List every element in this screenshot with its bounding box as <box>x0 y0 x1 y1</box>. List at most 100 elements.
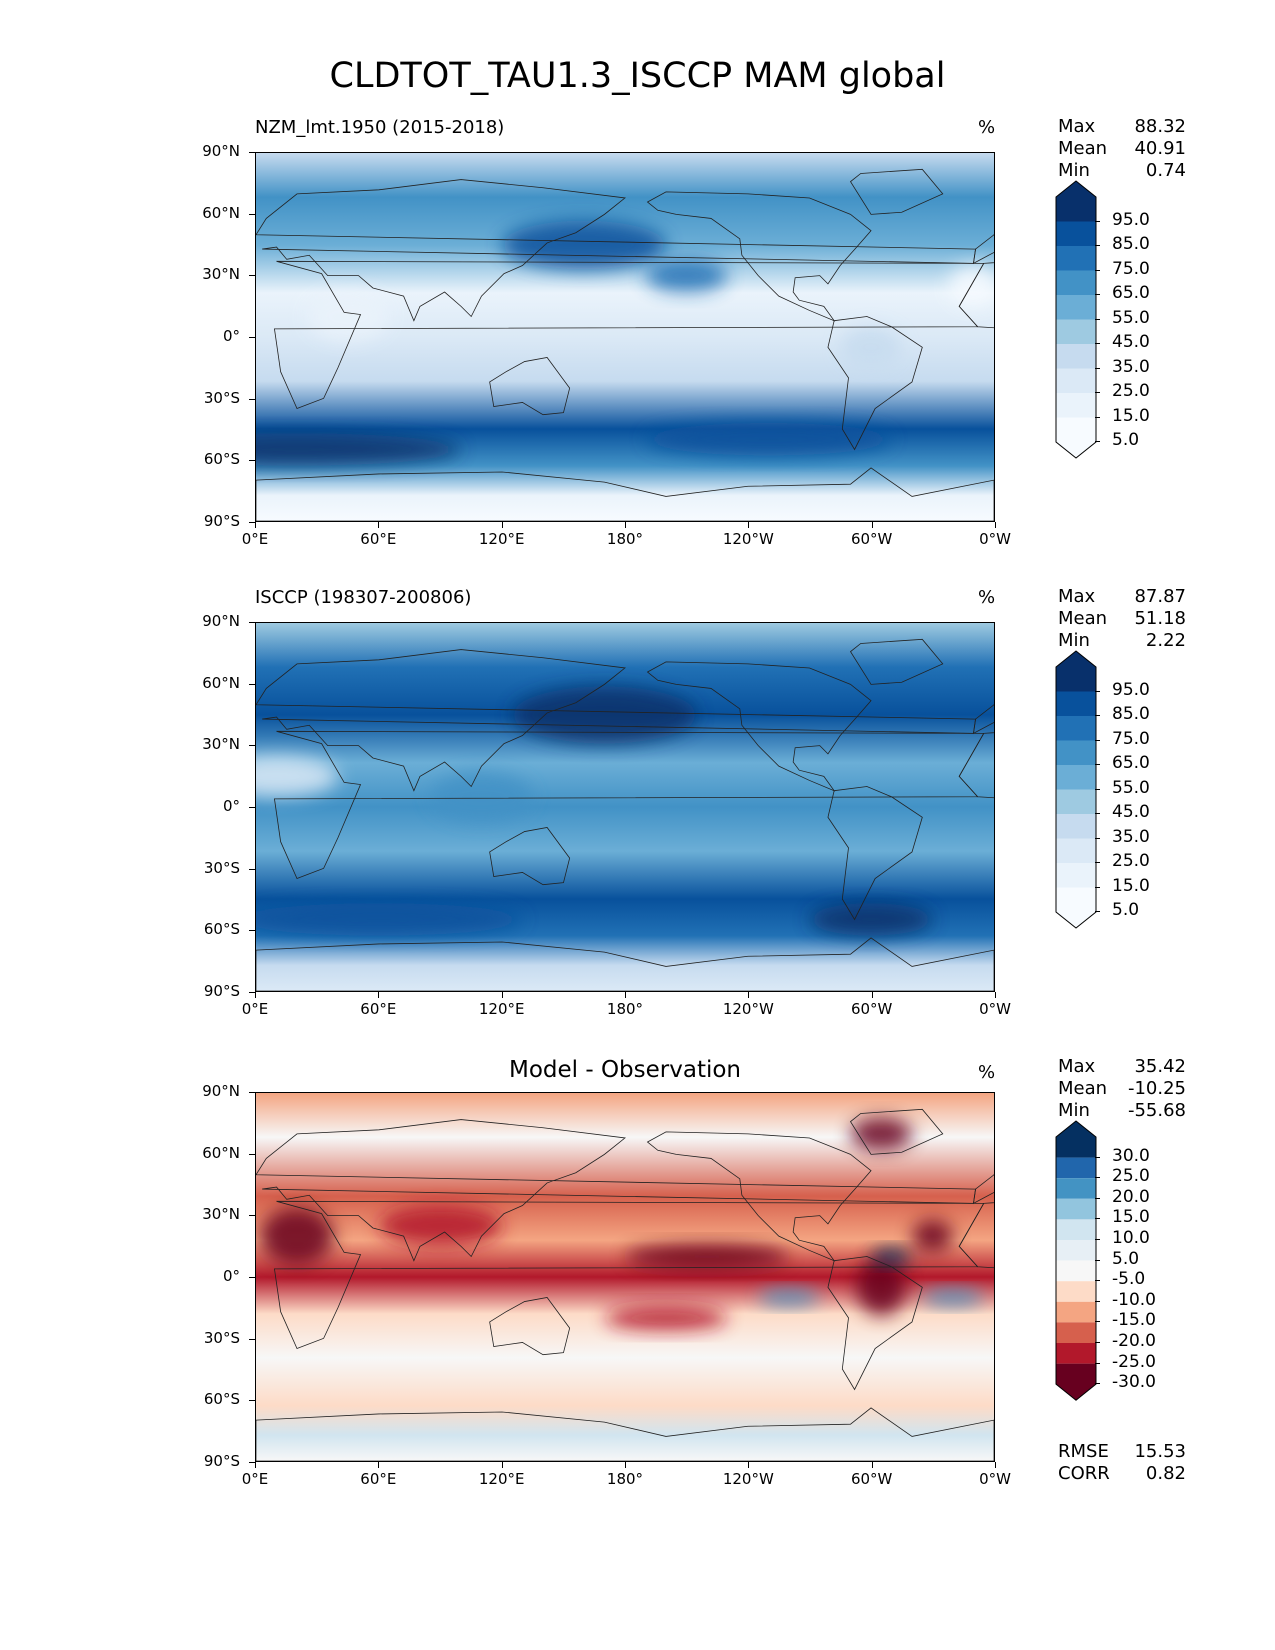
field-anomaly <box>840 326 902 368</box>
y-tick <box>249 213 255 215</box>
y-tick <box>249 1338 255 1340</box>
colorbar-tick-label: 45.0 <box>1112 332 1150 352</box>
y-tick <box>249 1277 255 1278</box>
stat-min: Min 2.22 <box>1058 630 1186 651</box>
x-tick <box>748 1462 750 1468</box>
colorbar-swatch <box>1056 393 1096 418</box>
colorbar-tick-label: 15.0 <box>1112 405 1150 426</box>
map-observation <box>255 622 995 992</box>
field-anomaly <box>604 1305 728 1331</box>
y-tick-label: 30°S <box>203 1328 240 1347</box>
x-tick <box>748 992 750 998</box>
y-tick-label: 90°N <box>202 1082 240 1100</box>
y-tick <box>249 398 255 400</box>
colorbar-tick-label: 30.0 <box>1112 1145 1150 1166</box>
coastline-greenland <box>849 1108 944 1155</box>
y-tick-label: 90°N <box>202 612 240 630</box>
x-tick-label: 60°W <box>850 1000 893 1018</box>
colorbar-swatch <box>1056 1178 1096 1199</box>
colorbar-tick <box>1095 1342 1100 1343</box>
y-tick-label: 60°N <box>202 673 240 692</box>
colorbar-tick-label: 95.0 <box>1112 679 1150 700</box>
x-tick <box>501 1462 503 1468</box>
y-tick <box>249 745 255 747</box>
colorbar-swatch <box>1056 887 1096 928</box>
coastline-antarctica <box>256 937 994 991</box>
y-tick <box>249 1153 255 1155</box>
colorbar-swatch <box>1056 1301 1096 1323</box>
colorbar-tick <box>1095 367 1100 369</box>
colorbar-tick <box>1095 269 1100 271</box>
x-tick <box>995 1462 996 1468</box>
colorbar-tick-label: 5.0 <box>1112 430 1140 450</box>
colorbar-tick <box>1095 1197 1100 1199</box>
field-anomaly <box>502 220 666 270</box>
colorbar-tick-label: 65.0 <box>1112 283 1150 303</box>
y-tick-label: 0° <box>222 327 240 345</box>
colorbar-swatch <box>1056 789 1096 814</box>
colorbar-tick <box>1095 1218 1100 1220</box>
x-tick-label: 120°W <box>722 1470 774 1488</box>
field-anomaly <box>856 1258 906 1316</box>
stats-block: Max 87.87 Mean 51.18 Min 2.22 <box>1058 586 1186 652</box>
x-tick-label: 0°W <box>979 530 1011 548</box>
colorbar <box>1055 650 1097 929</box>
coastline-australia <box>489 357 571 416</box>
colorbar-tick <box>1095 739 1100 741</box>
x-tick-label: 120°E <box>478 1470 525 1488</box>
stats-block: Max 88.32 Mean 40.91 Min 0.74 <box>1058 116 1186 182</box>
coastline-north-america <box>646 661 872 792</box>
coastline-antarctica <box>256 467 994 521</box>
colorbar-tick <box>1095 1177 1100 1179</box>
y-tick-label: 60°S <box>203 920 240 939</box>
colorbar-tick <box>1095 1362 1100 1364</box>
colorbar-tick-label: 15.0 <box>1112 875 1150 896</box>
colorbar-outline <box>1055 180 1097 459</box>
colorbar-tick-label: 65.0 <box>1112 753 1150 773</box>
y-tick <box>249 1092 255 1093</box>
colorbar-swatch <box>1056 181 1096 222</box>
y-tick-label: 0° <box>222 1267 240 1285</box>
stat-mean: Mean 51.18 <box>1058 608 1186 629</box>
colorbar-swatch <box>1056 863 1096 888</box>
x-tick <box>871 992 873 998</box>
colorbar-tick <box>1095 690 1100 692</box>
units-label: % <box>978 1062 996 1083</box>
y-tick-label: 90°N <box>202 142 240 160</box>
colorbar-swatch <box>1056 1260 1096 1282</box>
x-tick-label: 120°E <box>478 1000 525 1018</box>
colorbar-tick <box>1095 911 1100 912</box>
colorbar-swatch <box>1056 1239 1096 1261</box>
colorbar-tick-label: 15.0 <box>1112 1207 1150 1228</box>
y-tick-label: 30°S <box>203 858 240 877</box>
y-tick <box>249 868 255 870</box>
colorbar-tick-label: -15.0 <box>1112 1310 1156 1331</box>
field-anomaly <box>379 1205 502 1247</box>
stat-max: Max 88.32 <box>1058 116 1186 137</box>
field-anomaly <box>645 259 728 293</box>
colorbar-swatch <box>1056 246 1096 271</box>
x-tick-label: 180° <box>606 1000 644 1018</box>
y-tick <box>249 1462 255 1463</box>
colorbar-tick <box>1095 1300 1100 1302</box>
field-anomaly <box>912 1219 953 1253</box>
colorbar-swatch <box>1056 1322 1096 1343</box>
colorbar-swatch <box>1056 319 1096 344</box>
field-anomaly <box>850 1117 913 1151</box>
x-tick-label: 60°E <box>360 1000 397 1018</box>
y-tick <box>249 622 255 623</box>
field-anomaly <box>512 686 697 744</box>
colorbar-swatch <box>1056 1281 1096 1302</box>
x-tick <box>378 992 380 998</box>
field-anomaly <box>871 1248 912 1265</box>
colorbar-tick <box>1095 1280 1100 1282</box>
panel-observation: ISCCP (198307-200806) % Max 87.87 Mean 51.… <box>0 0 1275 1018</box>
map-model <box>255 152 995 522</box>
y-tick <box>249 1215 255 1217</box>
coastline-europe-asia <box>256 179 977 322</box>
y-tick-label: 30°N <box>202 265 240 284</box>
colorbar-tick-label: 10.0 <box>1112 1228 1150 1248</box>
colorbar-tick-label: 85.0 <box>1112 704 1150 724</box>
field-anomaly <box>430 772 533 822</box>
colorbar-swatch <box>1056 651 1096 692</box>
